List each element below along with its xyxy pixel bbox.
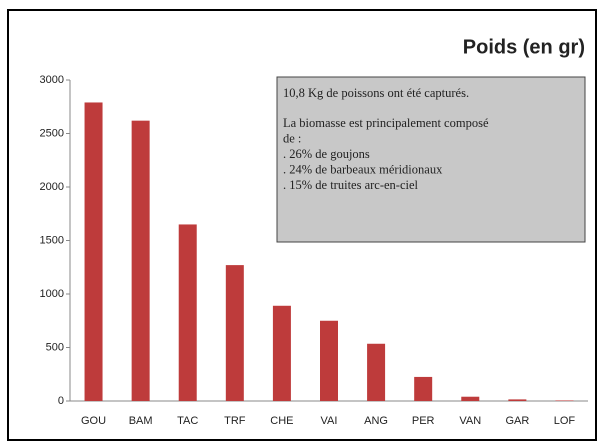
annotation-line: La biomasse est principalement composé (283, 116, 489, 130)
y-tick-label: 2500 (40, 127, 64, 139)
annotation-line: . 24% de barbeaux méridionaux (283, 162, 443, 176)
bar (367, 343, 386, 401)
y-tick-label: 1500 (40, 234, 64, 246)
x-tick-label: TAC (177, 415, 198, 427)
x-tick-label: BAM (129, 415, 153, 427)
x-tick-label: VAN (459, 415, 481, 427)
bar (84, 102, 103, 401)
x-tick-label: TRF (224, 415, 246, 427)
y-tick-label: 0 (58, 395, 64, 407)
bar (225, 265, 244, 401)
chart-title: Poids (en gr) (463, 36, 585, 58)
bar (461, 396, 480, 401)
y-tick-label: 2000 (40, 181, 64, 193)
y-tick-label: 3000 (40, 74, 64, 86)
annotation-line: de : (283, 131, 301, 145)
bar (555, 400, 574, 401)
x-tick-label: PER (412, 415, 435, 427)
annotation-line: 10,8 Kg de poissons ont été capturés. (283, 86, 469, 100)
annotation-box (276, 76, 586, 243)
annotation-line: . 26% de goujons (283, 147, 370, 161)
x-tick-label: LOF (554, 415, 576, 427)
x-tick-label: VAI (321, 415, 338, 427)
bar (414, 376, 433, 401)
x-tick-label: GAR (505, 415, 529, 427)
bar (178, 224, 197, 401)
x-tick-label: ANG (364, 415, 388, 427)
bar (320, 320, 338, 401)
y-tick-label: 500 (46, 341, 64, 353)
bar (131, 120, 150, 401)
bar (272, 305, 291, 401)
annotation-line: . 15% de truites arc-en-ciel (283, 178, 419, 192)
x-tick-label: GOU (81, 415, 106, 427)
x-tick-label: CHE (270, 415, 293, 427)
y-tick-label: 1000 (40, 288, 64, 300)
bar (508, 399, 527, 401)
